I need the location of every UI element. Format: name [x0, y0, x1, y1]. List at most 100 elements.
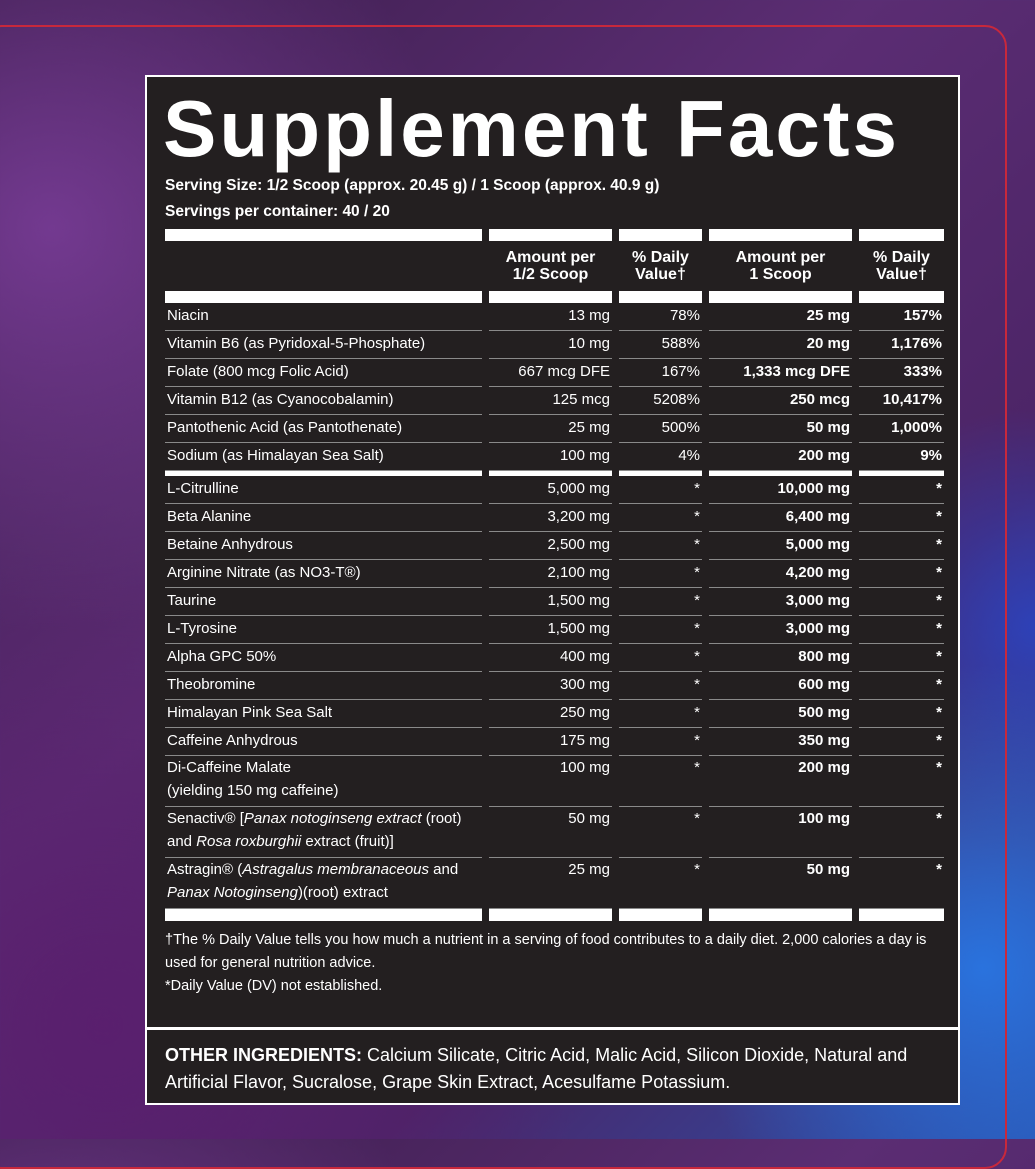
name-text: Astragalus membranaceous — [242, 861, 430, 878]
serving-size: Serving Size: 1/2 Scoop (approx. 20.45 g… — [165, 177, 660, 194]
header-text: Amount per — [505, 249, 596, 266]
bar — [489, 291, 612, 303]
daily-value: * — [619, 807, 702, 858]
bar-row — [165, 909, 944, 921]
ingredient-row: Himalayan Pink Sea Salt 250 mg * 500 mg * — [165, 700, 944, 728]
daily-value: * — [859, 728, 944, 756]
amount: 3,200 mg — [489, 504, 612, 532]
ingredient-row: Folate (800 mcg Folic Acid) 667 mcg DFE 16… — [165, 359, 944, 387]
bar — [489, 229, 612, 241]
amount: 2,100 mg — [489, 560, 612, 588]
daily-value: * — [619, 728, 702, 756]
ingredient-row: Vitamin B12 (as Cyanocobalamin) 125 mcg 52… — [165, 387, 944, 415]
amount: 3,000 mg — [709, 588, 852, 616]
amount: 10,000 mg — [709, 476, 852, 504]
daily-value: * — [619, 476, 702, 504]
ingredient-name: Pantothenic Acid (as Pantothenate) — [165, 415, 482, 443]
daily-value: 10,417% — [859, 387, 944, 415]
daily-value: * — [859, 504, 944, 532]
amount: 500 mg — [709, 700, 852, 728]
ingredient-name: L-Tyrosine — [165, 616, 482, 644]
bar — [619, 471, 702, 476]
ingredient-row: Taurine 1,500 mg * 3,000 mg * — [165, 588, 944, 616]
header-cell: Amount per 1 Scoop — [709, 241, 852, 291]
bar — [489, 471, 612, 476]
header-text: 1 Scoop — [749, 266, 812, 283]
ingredient-name: L-Citrulline — [165, 476, 482, 504]
ingredient-row: Vitamin B6 (as Pyridoxal-5-Phosphate) 10 … — [165, 331, 944, 359]
name-text: Rosa roxburghii — [196, 833, 302, 850]
header-cell: % Daily Value† — [619, 241, 702, 291]
daily-value: * — [859, 532, 944, 560]
bar-row — [165, 471, 944, 476]
name-text: Senactiv® [ — [167, 810, 244, 827]
amount: 200 mg — [709, 756, 852, 807]
daily-value: * — [859, 644, 944, 672]
amount: 25 mg — [489, 415, 612, 443]
header-cell: Amount per 1/2 Scoop — [489, 241, 612, 291]
ingredient-name: Arginine Nitrate (as NO3-T®) — [165, 560, 482, 588]
ingredient-name: Vitamin B6 (as Pyridoxal-5-Phosphate) — [165, 331, 482, 359]
amount: 3,000 mg — [709, 616, 852, 644]
name-text: and — [167, 833, 197, 850]
bar — [619, 291, 702, 303]
name-text: Astragin® ( — [167, 861, 243, 878]
daily-value: 1,176% — [859, 331, 944, 359]
ingredient-row: Pantothenic Acid (as Pantothenate) 25 mg 5… — [165, 415, 944, 443]
amount: 10 mg — [489, 331, 612, 359]
daily-value: * — [859, 700, 944, 728]
daily-value: 78% — [619, 303, 702, 331]
ingredient-row: Di-Caffeine Malate (yielding 150 mg caffe… — [165, 756, 944, 807]
amount: 100 mg — [489, 756, 612, 807]
amount: 300 mg — [489, 672, 612, 700]
amount: 125 mcg — [489, 387, 612, 415]
amount: 800 mg — [709, 644, 852, 672]
ingredient-row: Senactiv® [Panax notoginseng extract (ro… — [165, 807, 944, 858]
daily-value: 500% — [619, 415, 702, 443]
header-text: Amount per — [735, 249, 826, 266]
header-text: Value† — [876, 266, 927, 283]
daily-value: 9% — [859, 443, 944, 471]
ingredient-row: Beta Alanine 3,200 mg * 6,400 mg * — [165, 504, 944, 532]
daily-value: * — [619, 756, 702, 807]
amount: 25 mg — [489, 858, 612, 909]
header-text: 1/2 Scoop — [512, 266, 589, 283]
bar-row — [165, 291, 944, 303]
header-row: Amount per 1/2 Scoop% Daily Value† Amount p… — [165, 241, 944, 291]
daily-value: * — [859, 807, 944, 858]
bar — [165, 471, 482, 476]
amount: 50 mg — [709, 858, 852, 909]
daily-value: * — [619, 700, 702, 728]
amount: 667 mcg DFE — [489, 359, 612, 387]
ingredient-row: L-Citrulline 5,000 mg * 10,000 mg * — [165, 476, 944, 504]
daily-value: * — [859, 588, 944, 616]
daily-value: * — [859, 560, 944, 588]
ingredient-name: Theobromine — [165, 672, 482, 700]
ingredient-name: Himalayan Pink Sea Salt — [165, 700, 482, 728]
daily-value: * — [619, 560, 702, 588]
name-text: Panax notoginseng extract — [243, 810, 422, 827]
ingredient-row: Sodium (as Himalayan Sea Salt) 100 mg 4% 20… — [165, 443, 944, 471]
other-ingredients-text: OTHER INGREDIENTS: Calcium Silicate, Cit… — [165, 1042, 940, 1096]
daily-value: * — [859, 756, 944, 807]
amount: 6,400 mg — [709, 504, 852, 532]
amount: 25 mg — [709, 303, 852, 331]
ingredient-name: Taurine — [165, 588, 482, 616]
bar — [709, 229, 852, 241]
bar — [165, 291, 482, 303]
ingredient-name: Niacin — [165, 303, 482, 331]
amount: 250 mcg — [709, 387, 852, 415]
bar — [619, 229, 702, 241]
daily-value: * — [859, 858, 944, 909]
other-ingredients: OTHER INGREDIENTS: Calcium Silicate, Cit… — [147, 1027, 958, 1106]
ingredient-name: Betaine Anhydrous — [165, 532, 482, 560]
facts-table: Amount per 1/2 Scoop% Daily Value† Amount p… — [158, 229, 951, 921]
daily-value: 1,000% — [859, 415, 944, 443]
bar — [859, 291, 944, 303]
ingredient-row: Astragin® (Astragalus membranaceous and P… — [165, 858, 944, 909]
bar — [709, 291, 852, 303]
ingredient-name: Beta Alanine — [165, 504, 482, 532]
daily-value: * — [619, 858, 702, 909]
ingredient-row: Alpha GPC 50% 400 mg * 800 mg * — [165, 644, 944, 672]
